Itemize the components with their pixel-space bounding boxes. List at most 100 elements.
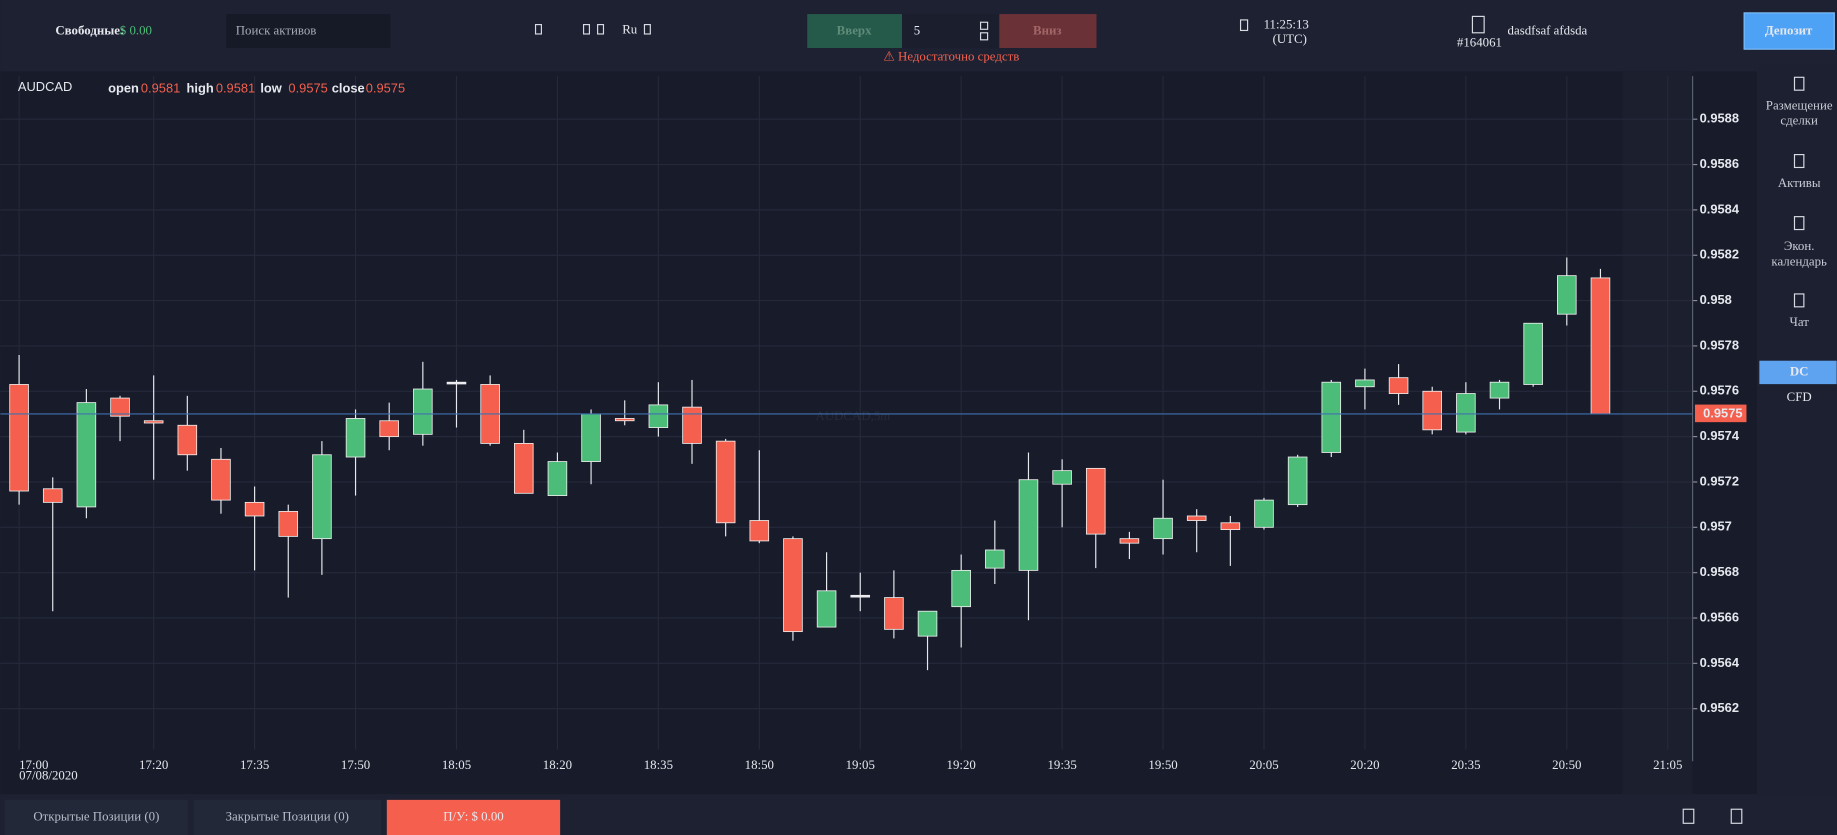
icon[interactable] (582, 24, 591, 35)
ohlc-label: close (332, 80, 365, 95)
x-tick-label: 17:50 (341, 758, 370, 772)
icon[interactable] (979, 32, 989, 41)
candle-body (581, 413, 601, 462)
ohlc-label: low (260, 80, 282, 95)
tab-open[interactable] (5, 799, 188, 835)
candle-body (244, 501, 265, 517)
closed-positions[interactable]: Закрытые Позиции (0) (226, 809, 349, 823)
x-tick-label: 17:20 (139, 758, 168, 772)
ohlc-label: open (108, 80, 139, 95)
x-tick-label: 19:35 (1047, 758, 1076, 772)
icon[interactable] (1793, 216, 1805, 231)
mode-dc[interactable] (1759, 360, 1837, 385)
sidebar-label[interactable]: сделки (1780, 114, 1818, 128)
icon[interactable] (534, 24, 542, 35)
icon (1239, 19, 1249, 32)
y-tick-label: 0.9566 (1700, 609, 1739, 624)
candle-body (749, 520, 770, 542)
candle-body (1186, 515, 1207, 521)
candle-body (985, 549, 1005, 569)
sidebar-label[interactable]: календарь (1771, 254, 1827, 268)
deposit-label[interactable]: Депозит (1765, 24, 1813, 38)
down-button[interactable] (999, 14, 1097, 49)
y-tick-label: 0.9564 (1700, 655, 1740, 670)
language[interactable]: Ru (622, 22, 638, 36)
search-box[interactable] (226, 14, 391, 49)
candle-body (312, 454, 332, 540)
ohlc-label: high (187, 80, 214, 95)
candle-body (1388, 377, 1409, 394)
y-tick-label: 0.957 (1700, 519, 1732, 534)
sidebar-label[interactable]: Размещение (1766, 99, 1833, 113)
y-tick-label: 0.9588 (1700, 111, 1739, 126)
free-label: Свободные: (55, 24, 124, 38)
x-date: 07/08/2020 (19, 768, 78, 782)
deposit-button[interactable] (1743, 12, 1835, 50)
timezone: (UTC) (1273, 32, 1307, 46)
user-name[interactable]: dasdfsaf afdsda (1508, 24, 1588, 38)
candle-body (1422, 390, 1442, 431)
candle-body (816, 590, 837, 628)
icon[interactable] (1793, 76, 1805, 91)
up-label[interactable]: Вверх (837, 24, 872, 38)
amount[interactable]: 5 (914, 24, 920, 38)
sidebar-label[interactable]: Активы (1778, 176, 1821, 190)
candle-body (413, 388, 433, 435)
candle-body (211, 458, 231, 501)
candle-body (1220, 522, 1241, 530)
candle-body (278, 511, 299, 537)
up-button[interactable] (807, 14, 903, 49)
candle-body (1355, 379, 1375, 388)
icon[interactable] (1793, 293, 1805, 308)
candle-body (1119, 538, 1140, 544)
icon[interactable] (643, 24, 651, 35)
candle-body (76, 402, 97, 508)
candle-body (682, 406, 702, 444)
mode-cfd-label[interactable]: CFD (1787, 390, 1812, 404)
candle-body (1590, 277, 1611, 415)
x-tick-label: 17:00 (19, 758, 48, 772)
tab-pnl[interactable] (386, 799, 561, 835)
search-placeholder[interactable]: Поиск активов (236, 24, 317, 38)
y-tick-label: 0.9562 (1700, 700, 1739, 715)
sidebar-label[interactable]: Чат (1789, 315, 1809, 329)
icon[interactable] (1730, 808, 1743, 824)
candle-body (1321, 381, 1342, 453)
tab-closed[interactable] (193, 799, 381, 835)
x-tick-label: 20:20 (1350, 758, 1379, 772)
user-id: #164061 (1457, 35, 1502, 49)
mode-dc-label[interactable]: DC (1790, 364, 1809, 378)
x-tick-label: 20:50 (1552, 758, 1581, 772)
candle-body (1254, 499, 1274, 528)
ohlc-value: 0.9581 (141, 80, 180, 95)
amount-input[interactable] (902, 14, 1000, 49)
open-positions[interactable]: Открытые Позиции (0) (33, 809, 159, 823)
icon[interactable] (1793, 154, 1805, 169)
candle-body (345, 418, 366, 458)
icon[interactable] (597, 24, 605, 35)
x-tick-label: 18:50 (745, 758, 774, 772)
down-label[interactable]: Вниз (1033, 24, 1062, 38)
x-tick-label: 18:05 (442, 758, 471, 772)
icon[interactable] (1471, 15, 1485, 34)
x-tick-label: 19:05 (846, 758, 875, 772)
future-area (1622, 71, 1693, 795)
free-value: $ 0.00 (120, 24, 152, 38)
clock: 11:25:13 (1264, 18, 1309, 32)
candle-body (1153, 517, 1173, 540)
chart-title: AUDCAD (18, 79, 72, 94)
ohlc-value: 0.9575 (366, 80, 405, 95)
sidebar-label[interactable]: Экон. (1784, 239, 1815, 253)
candle-body (1557, 275, 1577, 315)
icon[interactable] (1682, 808, 1695, 824)
y-tick-label: 0.9568 (1700, 564, 1739, 579)
candle-body (177, 424, 198, 456)
candle-body (9, 384, 29, 492)
candle-body (1052, 470, 1072, 485)
icon[interactable] (979, 21, 989, 30)
x-tick-label: 21:05 (1653, 758, 1682, 772)
chart-area (0, 71, 1758, 795)
pnl[interactable]: П/У: $ 0.00 (443, 809, 503, 823)
